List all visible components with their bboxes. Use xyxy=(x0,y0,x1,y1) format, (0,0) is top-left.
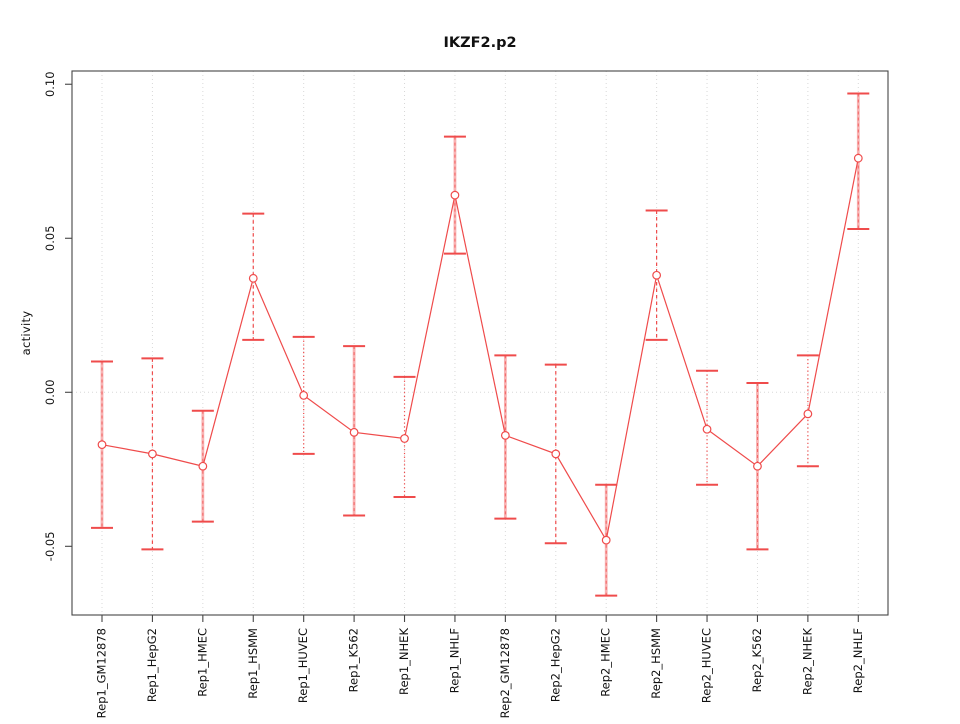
x-tick-label: Rep1_HSMM xyxy=(246,628,260,699)
x-tick-label: Rep1_K562 xyxy=(347,628,361,692)
x-tick-label: Rep1_NHEK xyxy=(397,628,411,695)
data-point-Rep1_GM12878 xyxy=(97,440,107,450)
data-point-Rep2_HSMM xyxy=(652,270,662,280)
series-line xyxy=(101,158,859,542)
error-bar-Rep2_HUVEC xyxy=(696,369,719,486)
x-tick-label: Rep2_NHLF xyxy=(851,628,865,693)
x-tick-label: Rep2_K562 xyxy=(750,628,764,692)
data-point-Rep2_K562 xyxy=(753,461,762,471)
x-tick-label: Rep2_HSMM xyxy=(649,628,663,699)
x-tick-label: Rep2_HUVEC xyxy=(700,628,714,703)
data-point-Rep1_HepG2 xyxy=(148,449,157,459)
x-tick-label: Rep1_HMEC xyxy=(195,628,209,697)
plot-box xyxy=(71,70,889,616)
error-bar-Rep2_HepG2 xyxy=(544,363,567,545)
error-bar-series-layer xyxy=(91,92,870,597)
x-tick-label: Rep1_NHLF xyxy=(447,628,461,693)
chart-title: IKZF2.p2 xyxy=(443,35,516,51)
y-tick-label: 0.00 xyxy=(43,379,57,405)
data-point-Rep2_HepG2 xyxy=(551,449,561,459)
data-point-Rep2_NHLF xyxy=(853,153,863,163)
data-point-Rep1_K562 xyxy=(349,427,359,437)
x-tick-label: Rep2_GM12878 xyxy=(498,628,512,718)
data-point-Rep1_HSMM xyxy=(248,273,258,283)
error-bar-Rep1_HSMM xyxy=(242,212,265,341)
x-tick-label: Rep2_HMEC xyxy=(599,628,613,697)
error-bar-Rep2_HSMM xyxy=(645,209,668,341)
y-axis-label: activity xyxy=(19,311,33,356)
x-tick-label: Rep1_GM12878 xyxy=(95,628,109,718)
x-tick-label: Rep1_HUVEC xyxy=(296,628,310,703)
data-point-Rep1_NHLF xyxy=(450,190,460,200)
data-point-Rep2_HUVEC xyxy=(702,424,712,434)
y-tick-label: 0.05 xyxy=(43,225,57,251)
x-tick-label: Rep1_HepG2 xyxy=(145,628,159,702)
data-point-Rep1_NHEK xyxy=(400,434,409,443)
axes-layer: -0.05 0.00 0.05 0.10 Rep1_GM12878 Rep1_HepG2 R… xyxy=(43,70,889,718)
data-point-Rep1_HMEC xyxy=(198,461,208,471)
y-tick-label: -0.05 xyxy=(43,531,57,561)
gridlines-layer xyxy=(72,71,888,615)
error-bar-Rep1_NHEK xyxy=(393,375,416,499)
error-bar-Rep1_HUVEC xyxy=(292,335,315,455)
data-point-Rep2_HMEC xyxy=(601,535,611,545)
data-point-Rep2_NHEK xyxy=(803,409,813,419)
error-bar-Rep2_NHEK xyxy=(796,354,819,468)
error-bar-Rep1_HepG2 xyxy=(141,357,164,551)
data-point-Rep1_HUVEC xyxy=(299,390,309,400)
y-tick-label: 0.10 xyxy=(43,71,57,97)
x-tick-label: Rep2_NHEK xyxy=(800,628,814,695)
data-point-Rep2_GM12878 xyxy=(500,431,510,440)
x-tick-label: Rep2_HepG2 xyxy=(548,628,562,702)
